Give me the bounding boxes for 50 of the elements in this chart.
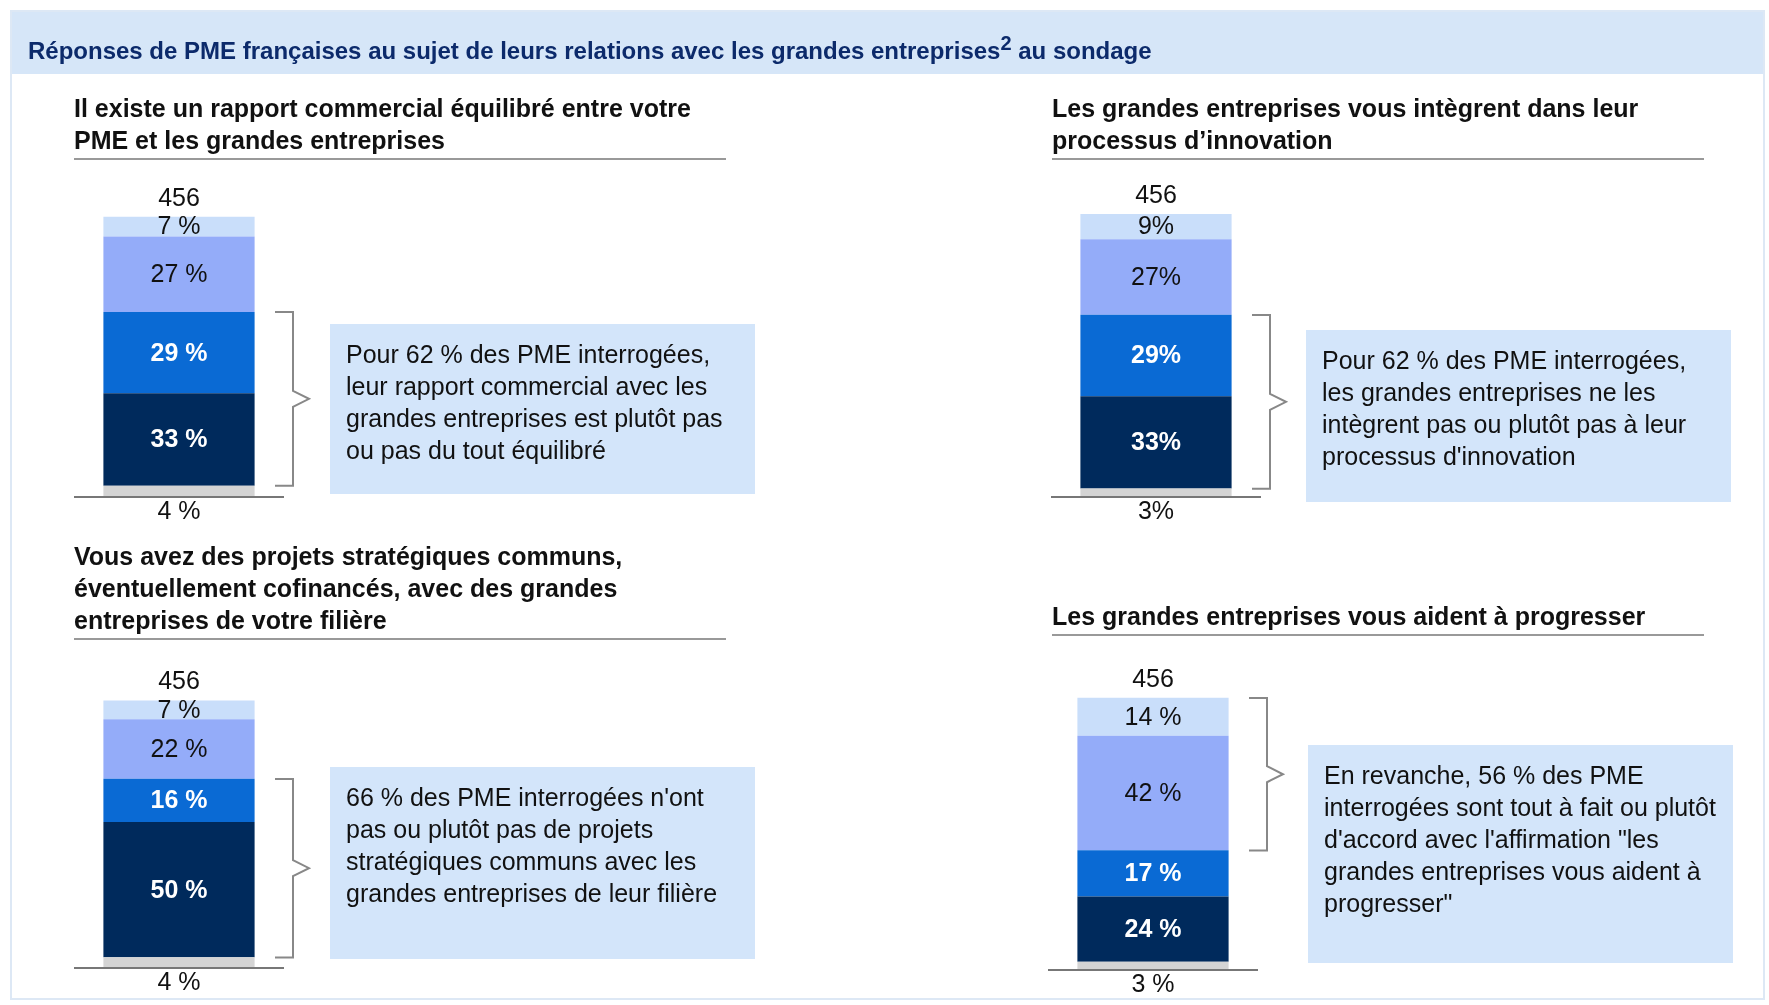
data-label: 4 % bbox=[157, 966, 201, 995]
text: Pour 62 % des PME interrogées, leur rapport commercial avec les grandes entreprises est plutôt pas ou pas du tout équilibré bbox=[330, 324, 755, 494]
text: 456 bbox=[1135, 179, 1177, 208]
text: 456 bbox=[158, 666, 200, 695]
data-label: 9% bbox=[1137, 211, 1175, 240]
bar bbox=[1080, 314, 1232, 397]
data-label: 24 % bbox=[1124, 914, 1182, 943]
data-label: 33% bbox=[1130, 427, 1182, 456]
text: 66 % des PME interrogées n'ont pas ou plutôt pas de projets stratégiques communs avec les grandes entreprises de leur filière bbox=[330, 767, 755, 959]
data-label: 14 % bbox=[1124, 701, 1182, 730]
text: 456 bbox=[1132, 663, 1174, 692]
text: Il existe un rapport commercial équilibré entre votre PME et les grandes entreprises bbox=[74, 92, 726, 160]
data-label: 27% bbox=[1130, 261, 1182, 290]
bar bbox=[103, 236, 255, 313]
text: Les grandes entreprises vous intègrent dans leur processus d’innovation bbox=[1052, 92, 1704, 160]
data-label: 27 % bbox=[150, 259, 208, 288]
bar bbox=[1080, 214, 1232, 240]
text: Pour 62 % des PME interrogées, les grandes entreprises ne les intègrent pas ou plutôt pas à leur processus d'innovation bbox=[1306, 330, 1731, 502]
bar bbox=[103, 312, 255, 394]
bar bbox=[1080, 396, 1232, 489]
text: 456 bbox=[158, 182, 200, 211]
data-label: 3% bbox=[1137, 495, 1175, 524]
bar bbox=[1077, 850, 1229, 897]
data-label: 3 % bbox=[1131, 968, 1175, 997]
text: Réponses de PME françaises au sujet de leurs relations avec les grandes entreprises$^{2}$ au sondage bbox=[12, 12, 1763, 74]
bar bbox=[103, 700, 255, 720]
text: Vous avez des projets stratégiques communs, éventuellement cofinancés, avec des grandes entreprises de votre filière bbox=[74, 540, 726, 640]
bar bbox=[103, 778, 255, 823]
data-label: 7 % bbox=[157, 694, 201, 723]
bar bbox=[1077, 697, 1229, 736]
bar bbox=[103, 719, 255, 779]
data-label: 16 % bbox=[150, 785, 208, 814]
data-label: 42 % bbox=[1124, 777, 1182, 806]
data-label: 33 % bbox=[150, 424, 208, 453]
data-label: 7 % bbox=[157, 211, 201, 240]
text: Les grandes entreprises vous aident à progresser bbox=[1052, 600, 1704, 636]
bar bbox=[1080, 239, 1232, 315]
data-label: 17 % bbox=[1124, 858, 1182, 887]
data-label: 4 % bbox=[157, 495, 201, 524]
bar bbox=[103, 822, 255, 958]
bar bbox=[1077, 896, 1229, 962]
data-label: 50 % bbox=[150, 874, 208, 903]
text: En revanche, 56 % des PME interrogées sont tout à fait ou plutôt d'accord avec l'affirmation "les grandes entreprises vous aident à progresser" bbox=[1308, 745, 1733, 963]
bar bbox=[103, 393, 255, 486]
data-label: 29 % bbox=[150, 337, 208, 366]
data-label: 29% bbox=[1130, 340, 1182, 369]
bar bbox=[103, 485, 255, 497]
bar bbox=[103, 957, 255, 968]
data-label: 22 % bbox=[150, 733, 208, 762]
bar bbox=[1077, 735, 1229, 851]
